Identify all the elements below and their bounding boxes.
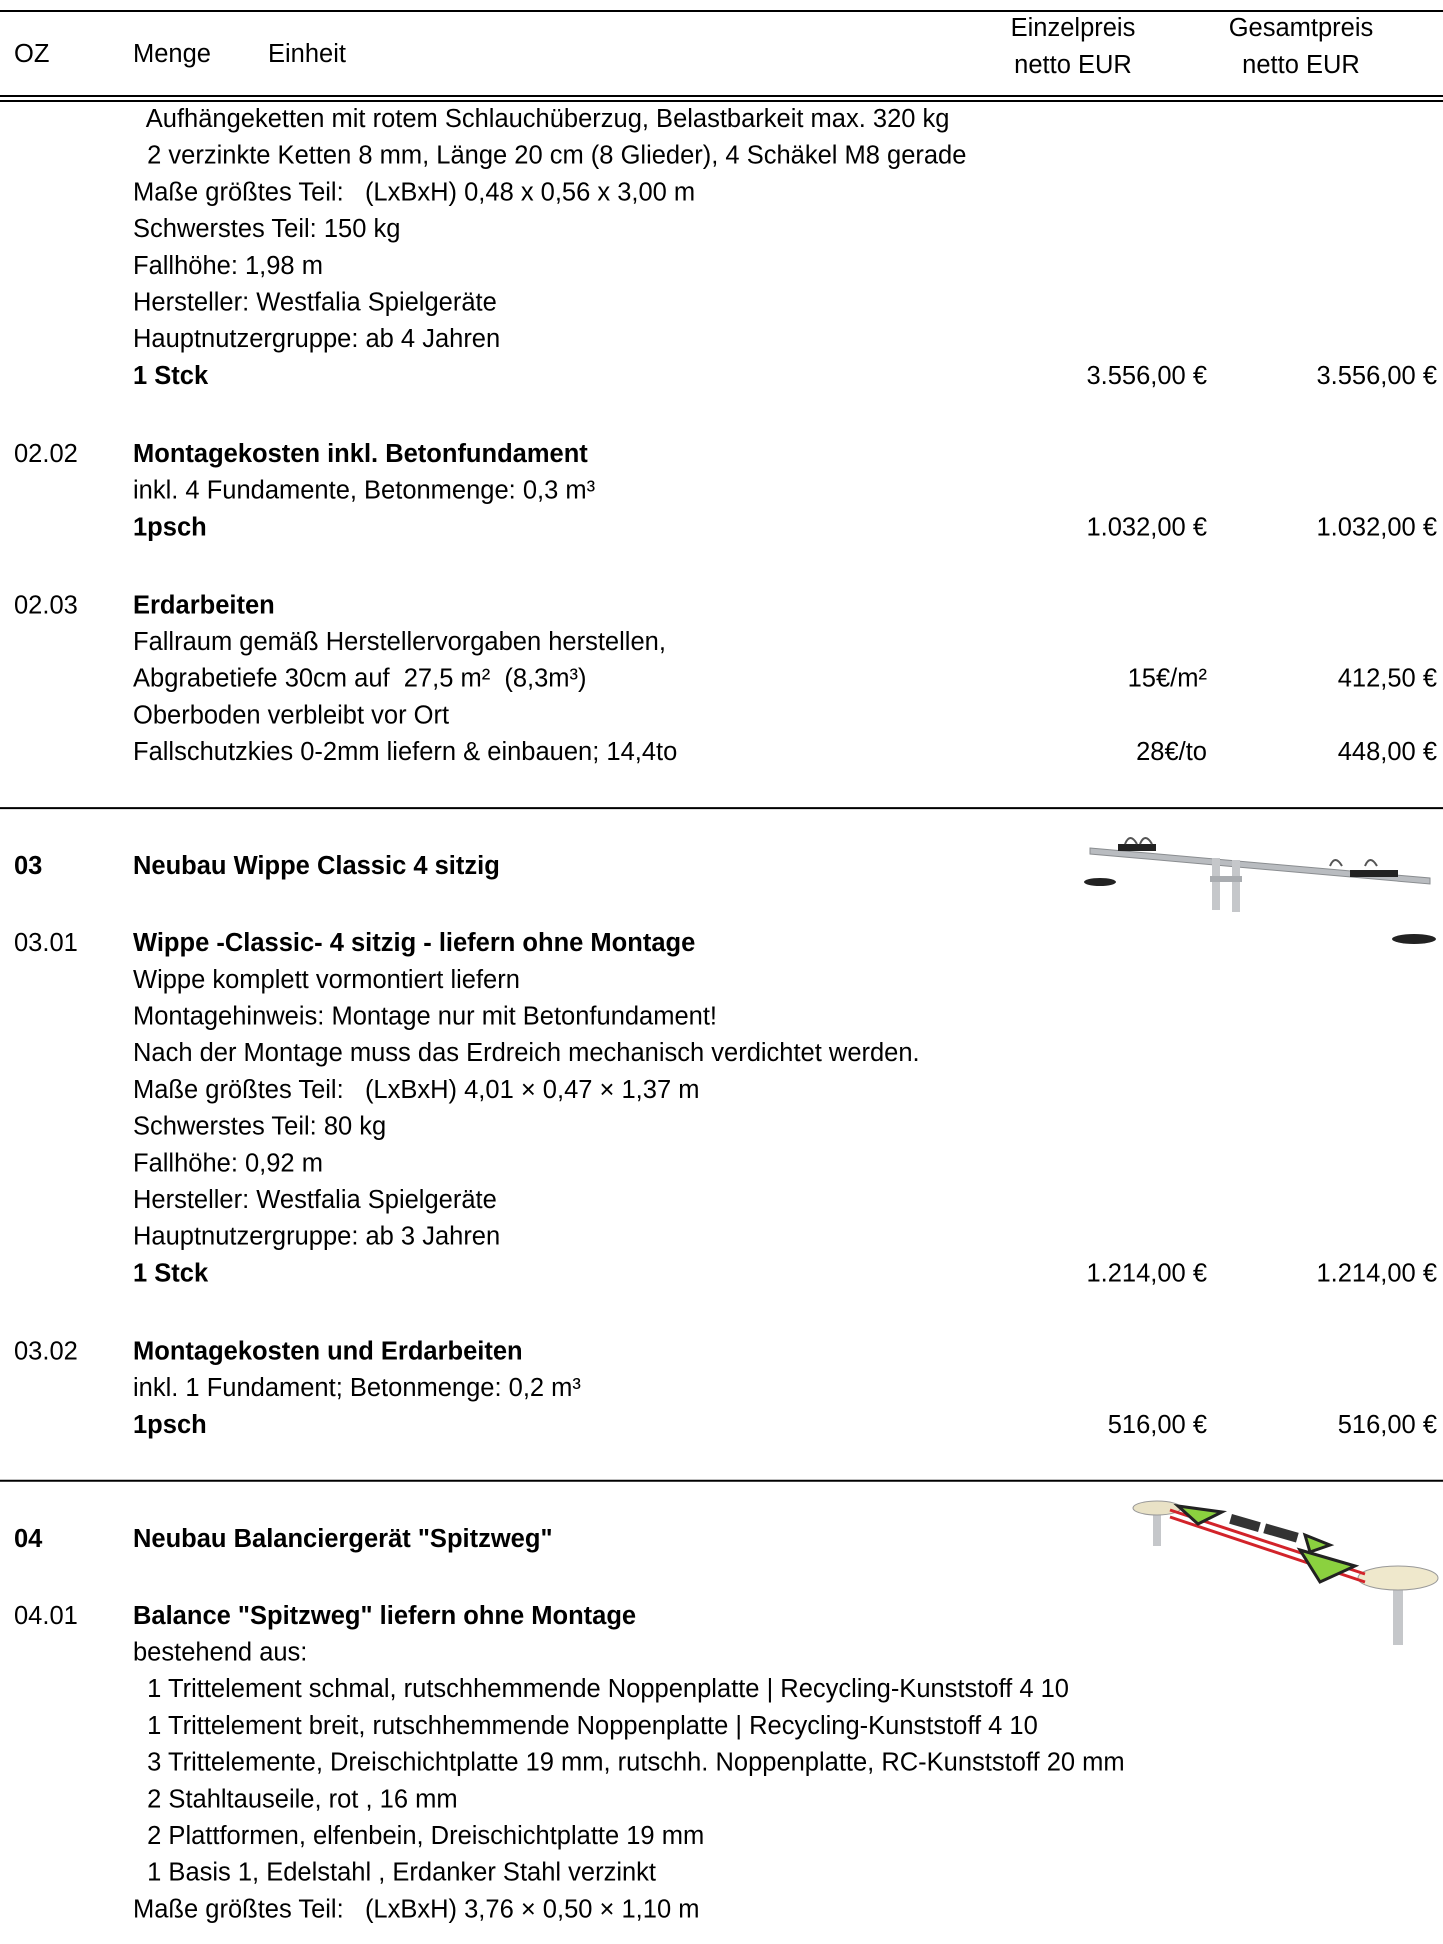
item-line: Fallschutzkies 0-2mm liefern & einbauen;… [133, 738, 677, 766]
item-title: Montagekosten und Erdarbeiten [133, 1337, 523, 1365]
item-line: Maße größtes Teil: (LxBxH) 0,48 x 0,56 x… [133, 178, 695, 206]
item-quantity: 1psch [133, 1411, 207, 1439]
section-title: Neubau Wippe Classic 4 sitzig [133, 852, 500, 880]
item-title: Balance "Spitzweg" liefern ohne Montage [133, 1602, 636, 1630]
seesaw-image [1084, 837, 1436, 944]
item-quantity: 1 Stck [133, 362, 209, 390]
unit-price: 1.032,00 € [1086, 513, 1207, 541]
item-line: bestehend aus: [133, 1639, 307, 1667]
item-oz: 02.03 [14, 591, 78, 619]
item-line: 2 verzinkte Ketten 8 mm, Länge 20 cm (8 … [133, 142, 966, 170]
item-line: Hersteller: Westfalia Spielgeräte [133, 1186, 497, 1214]
unit-price: 1.214,00 € [1086, 1259, 1207, 1287]
total-price: 448,00 € [1338, 738, 1437, 766]
unit-price: 28€/to [1136, 738, 1207, 766]
item-line: 1 Trittelement breit, rutschhemmende Nop… [133, 1712, 1038, 1740]
header-oz: OZ [14, 40, 49, 68]
item-oz: 02.02 [14, 440, 78, 468]
item-quantity: 1psch [133, 513, 207, 541]
item-line: Oberboden verbleibt vor Ort [133, 701, 449, 729]
header-total: netto EUR [1242, 51, 1360, 79]
item-title: Wippe -Classic- 4 sitzig - liefern ohne … [133, 929, 695, 957]
unit-price: 3.556,00 € [1086, 362, 1207, 390]
balance-image [1132, 1500, 1439, 1645]
header-quantity: Menge [133, 40, 211, 68]
item-oz: 03.01 [14, 929, 78, 957]
item-line: inkl. 4 Fundamente, Betonmenge: 0,3 m³ [133, 477, 595, 505]
header-unit-price: Einzelpreis [1011, 14, 1136, 42]
unit-price: 15€/m² [1128, 665, 1207, 693]
item-line: inkl. 1 Fundament; Betonmenge: 0,2 m³ [133, 1374, 581, 1402]
total-price: 1.032,00 € [1316, 513, 1437, 541]
item-oz: 03.02 [14, 1337, 78, 1365]
item-line: 3 Trittelemente, Dreischichtplatte 19 mm… [133, 1749, 1125, 1777]
item-line: 1 Basis 1, Edelstahl , Erdanker Stahl ve… [133, 1859, 656, 1887]
item-line: Maße größtes Teil: (LxBxH) 4,01 × 0,47 ×… [133, 1076, 699, 1104]
item-line: Wippe komplett vormontiert liefern [133, 966, 520, 994]
header-unit: Einheit [268, 40, 346, 68]
item-line: Fallhöhe: 1,98 m [133, 252, 323, 280]
item-line: Hersteller: Westfalia Spielgeräte [133, 289, 497, 317]
item-line: Schwerstes Teil: 150 kg [133, 215, 400, 243]
item-line: Nach der Montage muss das Erdreich mecha… [133, 1039, 920, 1067]
item-line: Montagehinweis: Montage nur mit Betonfun… [133, 1003, 717, 1031]
item-line: Hauptnutzergruppe: ab 3 Jahren [133, 1223, 500, 1251]
total-price: 3.556,00 € [1316, 362, 1437, 390]
section-title: Neubau Balanciergerät "Spitzweg" [133, 1525, 553, 1553]
header-unit-price: netto EUR [1014, 51, 1132, 79]
header-total: Gesamtpreis [1229, 14, 1374, 42]
section-oz: 03 [14, 852, 42, 880]
total-price: 516,00 € [1338, 1411, 1437, 1439]
item-line: 2 Plattformen, elfenbein, Dreischichtpla… [133, 1822, 704, 1850]
item-line: Fallraum gemäß Herstellervorgaben herste… [133, 628, 666, 656]
item-line: Abgrabetiefe 30cm auf 27,5 m² (8,3m³) [133, 665, 587, 693]
item-line: Fallhöhe: 0,92 m [133, 1149, 323, 1177]
unit-price: 516,00 € [1108, 1411, 1207, 1439]
item-quantity: 1 Stck [133, 1259, 209, 1287]
total-price: 1.214,00 € [1316, 1259, 1437, 1287]
item-title: Montagekosten inkl. Betonfundament [133, 440, 588, 468]
item-line: 1 Trittelement schmal, rutschhemmende No… [133, 1675, 1069, 1703]
item-line: Maße größtes Teil: (LxBxH) 3,76 × 0,50 ×… [133, 1895, 699, 1923]
total-price: 412,50 € [1338, 665, 1437, 693]
item-line: 2 Stahltauseile, rot , 16 mm [133, 1785, 458, 1813]
item-line: Aufhängeketten mit rotem Schlauchüberzug… [133, 105, 949, 133]
section-oz: 04 [14, 1525, 43, 1553]
item-oz: 04.01 [14, 1602, 78, 1630]
item-line: Schwerstes Teil: 80 kg [133, 1113, 386, 1141]
item-title: Erdarbeiten [133, 591, 275, 619]
item-line: Hauptnutzergruppe: ab 4 Jahren [133, 325, 500, 353]
